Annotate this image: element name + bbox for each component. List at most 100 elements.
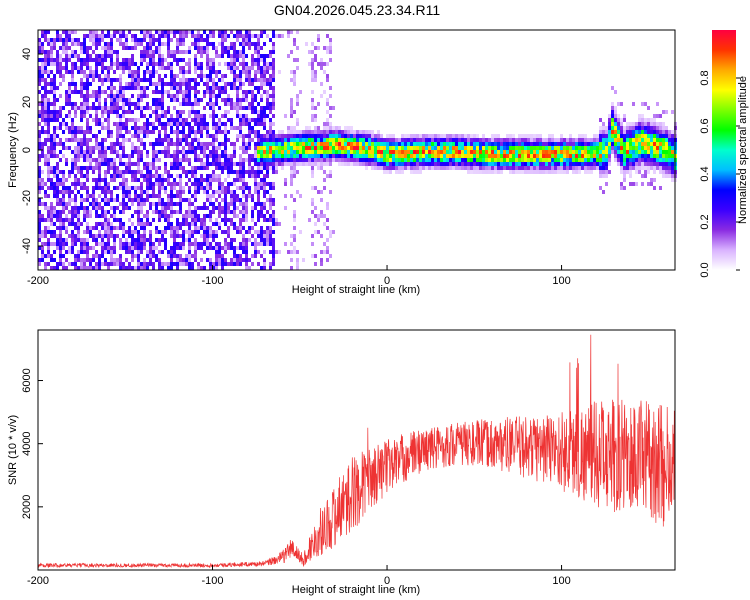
- spectrogram-cell: [173, 250, 176, 254]
- spectrogram-cell: [89, 34, 92, 38]
- spectrogram-cell: [131, 258, 134, 262]
- spectrogram-cell: [254, 110, 257, 114]
- spectrogram-cell: [128, 234, 131, 238]
- spectrogram-cell: [182, 70, 185, 74]
- spectrogram-cell: [101, 70, 104, 74]
- spectrogram-cell: [236, 58, 239, 62]
- spectrogram-cell: [659, 158, 662, 162]
- spectrogram-cell: [56, 202, 59, 206]
- spectrogram-cell: [326, 142, 329, 146]
- spectrogram-cell: [59, 218, 62, 222]
- spectrogram-cell: [656, 162, 659, 166]
- spectrogram-cell: [407, 134, 410, 138]
- spectrogram-cell: [65, 218, 68, 222]
- spectrogram-cell: [272, 102, 275, 106]
- spectrogram-cell: [182, 218, 185, 222]
- spectrogram-cell: [74, 62, 77, 66]
- spectrogram-cell: [383, 170, 386, 174]
- spectrogram-cell: [44, 86, 47, 90]
- spectrogram-cell: [68, 250, 71, 254]
- spectrogram-cell: [140, 58, 143, 62]
- spectrogram-cell: [41, 254, 44, 258]
- spectrogram-cell: [326, 126, 329, 130]
- spectrogram-cell: [245, 54, 248, 58]
- spectrogram-cell: [428, 146, 431, 150]
- spectrogram-cell: [596, 162, 599, 166]
- spectrogram-cell: [107, 242, 110, 246]
- spectrogram-cell: [116, 234, 119, 238]
- spectrogram-cell: [104, 50, 107, 54]
- spectrogram-cell: [137, 194, 140, 198]
- spectrogram-cell: [107, 210, 110, 214]
- spectrogram-cell: [317, 138, 320, 142]
- spectrogram-cell: [125, 126, 128, 130]
- spectrogram-cell: [233, 106, 236, 110]
- spectrogram-cell: [629, 170, 632, 174]
- spectrogram-cell: [149, 254, 152, 258]
- spectrogram-cell: [110, 78, 113, 82]
- spectrogram-cell: [416, 134, 419, 138]
- spectrogram-cell: [335, 138, 338, 142]
- spectrogram-cell: [50, 170, 53, 174]
- spectrogram-cell: [188, 254, 191, 258]
- spectrogram-cell: [98, 130, 101, 134]
- spectrogram-cell: [623, 130, 626, 134]
- spectrogram-cell: [641, 158, 644, 162]
- spectrogram-cell: [167, 254, 170, 258]
- spectrogram-cell: [569, 150, 572, 154]
- spectrogram-cell: [83, 98, 86, 102]
- spectrogram-cell: [269, 134, 272, 138]
- spectrogram-cell: [218, 142, 221, 146]
- spectrogram-cell: [554, 142, 557, 146]
- spectrogram-cell: [140, 150, 143, 154]
- spectrogram-cell: [44, 78, 47, 82]
- spectrogram-cell: [611, 126, 614, 130]
- spectrogram-cell: [206, 58, 209, 62]
- spectrogram-cell: [41, 66, 44, 70]
- spectrogram-cell: [380, 138, 383, 142]
- spectrogram-cell: [614, 130, 617, 134]
- spectrogram-cell: [650, 126, 653, 130]
- spectrogram-cell: [260, 46, 263, 50]
- spectrogram-cell: [641, 122, 644, 126]
- spectrogram-cell: [101, 198, 104, 202]
- spectrogram-cell: [371, 138, 374, 142]
- spectrogram-cell: [101, 90, 104, 94]
- spectrogram-cell: [47, 30, 50, 34]
- spectrogram-cell: [125, 230, 128, 234]
- spectrogram-cell: [38, 142, 41, 146]
- spectrogram-cell: [89, 74, 92, 78]
- spectrogram-cell: [110, 206, 113, 210]
- spectrogram-cell: [371, 142, 374, 146]
- spectrogram-cell: [227, 130, 230, 134]
- spectrogram-cell: [119, 154, 122, 158]
- spectrogram-cell: [173, 142, 176, 146]
- spectrogram-cell: [308, 130, 311, 134]
- spectrogram-cell: [452, 158, 455, 162]
- spectrogram-cell: [44, 206, 47, 210]
- spectrogram-cell: [257, 122, 260, 126]
- spectrogram-cell: [152, 122, 155, 126]
- spectrogram-cell: [56, 66, 59, 70]
- spectrogram-cell: [38, 186, 41, 190]
- spectrogram-cell: [251, 198, 254, 202]
- spectrogram-cell: [434, 158, 437, 162]
- spectrogram-cell: [215, 94, 218, 98]
- spectrogram-cell: [125, 130, 128, 134]
- spectrogram-cell: [80, 206, 83, 210]
- spectrogram-cell: [254, 98, 257, 102]
- spectrogram-cell: [605, 126, 608, 130]
- spectrogram-cell: [623, 162, 626, 166]
- spectrogram-cell: [245, 142, 248, 146]
- spectrogram-cell: [62, 170, 65, 174]
- spectrogram-cell: [488, 170, 491, 174]
- spectrogram-cell: [53, 142, 56, 146]
- spectrogram-cell: [83, 58, 86, 62]
- spectrogram-cell: [113, 110, 116, 114]
- spectrogram-cell: [308, 138, 311, 142]
- spectrogram-cell: [92, 158, 95, 162]
- spectrogram-cell: [533, 154, 536, 158]
- spectrogram-cell: [137, 258, 140, 262]
- spectrogram-cell: [164, 134, 167, 138]
- spectrogram-cell: [218, 94, 221, 98]
